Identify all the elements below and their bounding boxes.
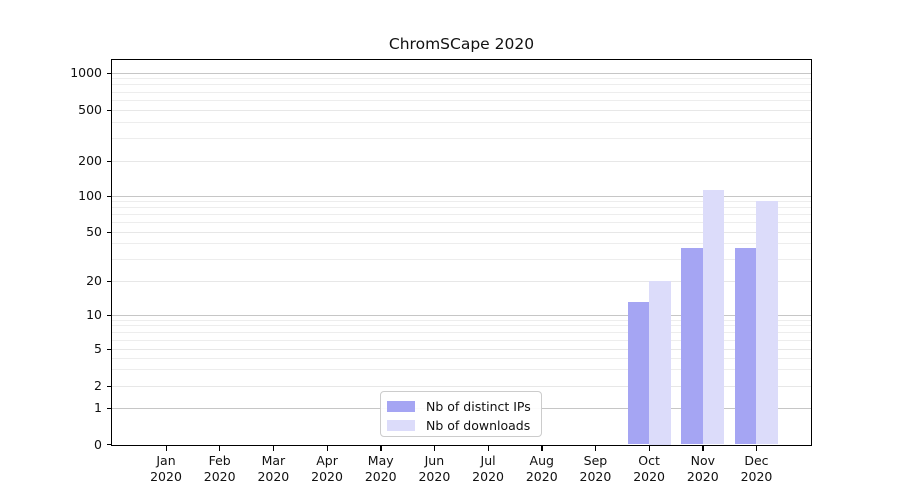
y-tick-mark-100 [106, 195, 112, 197]
plot-area [111, 59, 812, 446]
gridline-y-200 [112, 160, 811, 162]
x-tick-label-nov-2020: Nov 2020 [686, 453, 719, 484]
x-tick-mark-jan-2020 [165, 446, 167, 451]
gridline-y-10 [112, 314, 811, 316]
x-tick-mark-sep-2020 [594, 446, 597, 451]
gridline-y-2 [112, 385, 811, 387]
gridline-minor-y-30 [112, 258, 811, 260]
legend-item-distinct-ips: Nb of distinct IPs [387, 397, 535, 416]
y-tick-label-10: 10 [86, 307, 102, 322]
x-tick-label-oct-2020: Oct 2020 [633, 453, 666, 484]
x-tick-mark-jun-2020 [433, 446, 436, 451]
gridline-minor-y-300 [112, 137, 811, 139]
y-tick-mark-50 [106, 231, 112, 233]
gridline-minor-y-60 [112, 222, 811, 224]
legend-item-downloads: Nb of downloads [387, 416, 535, 435]
x-tick-mark-may-2020 [380, 446, 382, 451]
y-tick-label-1000: 1000 [70, 65, 102, 80]
gridline-minor-y-600 [112, 99, 811, 101]
gridline-y-100 [112, 195, 811, 197]
bar-dec-2020-distinct-ips [735, 248, 757, 445]
y-tick-mark-1000 [106, 72, 112, 74]
gridline-minor-y-80 [112, 207, 811, 209]
x-tick-label-may-2020: May 2020 [364, 453, 397, 484]
x-tick-label-jan-2020: Jan 2020 [150, 453, 182, 484]
x-tick-mark-aug-2020 [541, 446, 543, 451]
x-tick-mark-jul-2020 [487, 446, 489, 451]
legend: Nb of distinct IPs Nb of downloads [380, 391, 542, 437]
gridline-y-1000 [112, 72, 811, 74]
y-tick-mark-10 [106, 314, 112, 316]
gridline-y-20 [112, 280, 811, 282]
y-tick-label-1: 1 [94, 400, 102, 415]
x-tick-label-aug-2020: Aug 2020 [525, 453, 558, 484]
x-tick-mark-feb-2020 [219, 446, 221, 451]
bar-nov-2020-downloads [702, 189, 725, 445]
x-tick-label-mar-2020: Mar 2020 [257, 453, 290, 484]
y-tick-label-5: 5 [94, 341, 102, 356]
y-tick-label-500: 500 [78, 102, 102, 117]
y-tick-mark-2 [106, 385, 112, 387]
legend-swatch-downloads [387, 420, 415, 431]
bar-oct-2020-distinct-ips [627, 302, 650, 445]
x-tick-mark-oct-2020 [648, 446, 650, 451]
x-tick-mark-apr-2020 [326, 446, 328, 451]
x-tick-mark-nov-2020 [702, 446, 704, 451]
x-tick-mark-dec-2020 [755, 446, 758, 451]
gridline-minor-y-6 [112, 339, 811, 341]
x-tick-label-feb-2020: Feb 2020 [203, 453, 236, 484]
y-tick-label-2: 2 [94, 378, 102, 393]
y-tick-label-200: 200 [78, 153, 102, 168]
y-tick-label-0: 0 [94, 436, 102, 452]
bar-oct-2020-downloads [649, 281, 671, 445]
x-tick-mark-mar-2020 [272, 446, 275, 451]
legend-label: Nb of distinct IPs [426, 399, 531, 414]
x-tick-label-sep-2020: Sep 2020 [579, 453, 612, 484]
y-tick-mark-0 [106, 444, 112, 446]
gridline-y-5 [112, 348, 811, 350]
gridline-minor-y-70 [112, 214, 811, 216]
y-tick-label-20: 20 [86, 273, 102, 288]
gridline-minor-y-4 [112, 357, 811, 359]
y-tick-mark-200 [106, 160, 112, 162]
y-tick-mark-500 [106, 109, 112, 111]
x-tick-label-jun-2020: Jun 2020 [418, 453, 451, 484]
gridline-minor-y-3 [112, 369, 811, 371]
gridline-minor-y-900 [112, 78, 811, 80]
x-tick-label-dec-2020: Dec 2020 [740, 453, 773, 484]
y-tick-label-100: 100 [78, 188, 102, 203]
x-tick-label-apr-2020: Apr 2020 [311, 453, 343, 484]
gridline-minor-y-40 [112, 243, 811, 245]
chart-title: ChromSCape 2020 [388, 35, 535, 53]
gridline-y-500 [112, 109, 811, 111]
bar-dec-2020-downloads [756, 201, 778, 445]
bar-nov-2020-distinct-ips [681, 248, 703, 445]
gridline-minor-y-8 [112, 325, 811, 327]
x-tick-label-jul-2020: Jul 2020 [472, 453, 504, 484]
gridline-minor-y-7 [112, 331, 811, 333]
gridline-minor-y-400 [112, 121, 811, 123]
gridline-y-50 [112, 231, 811, 233]
gridline-minor-y-90 [112, 200, 811, 202]
gridline-minor-y-800 [112, 84, 811, 86]
gridline-minor-y-700 [112, 91, 811, 93]
legend-label: Nb of downloads [426, 418, 531, 433]
gridline-minor-y-9 [112, 319, 811, 321]
y-tick-label-50: 50 [86, 224, 102, 239]
y-tick-mark-1 [106, 407, 112, 409]
legend-swatch-distinct-ips [387, 401, 415, 412]
y-tick-mark-5 [106, 348, 112, 350]
y-tick-mark-20 [106, 280, 112, 282]
